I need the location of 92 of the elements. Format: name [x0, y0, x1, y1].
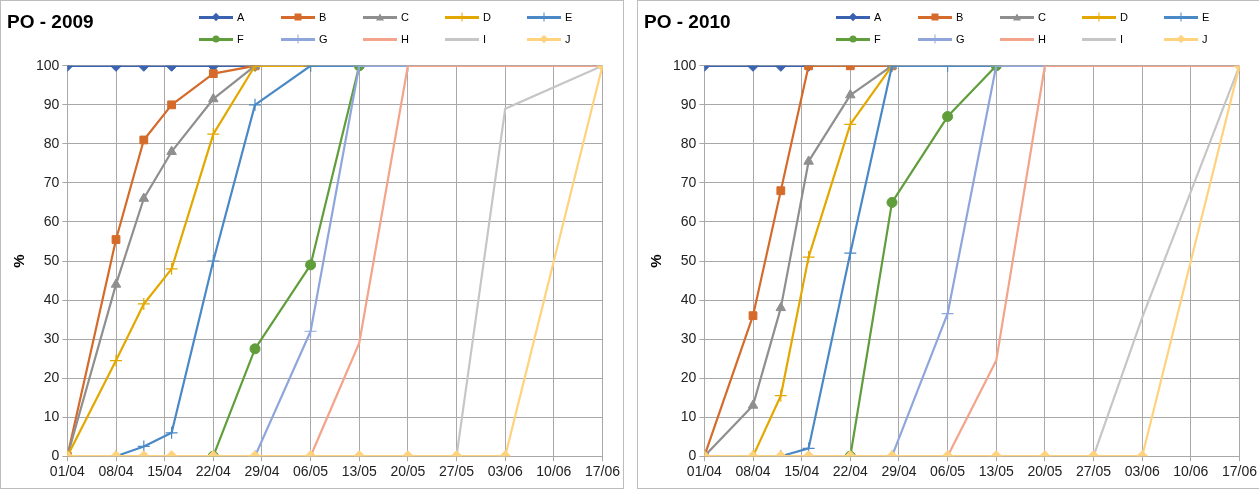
- y-tick-label: 80: [680, 134, 697, 151]
- point: [110, 278, 122, 288]
- legend-label: I: [1120, 33, 1124, 45]
- point: [776, 186, 786, 196]
- point: [747, 399, 759, 409]
- point: [886, 196, 898, 208]
- legend-label: A: [874, 11, 882, 23]
- point: [206, 254, 220, 268]
- x-tick-label: 03/06: [487, 463, 523, 480]
- y-tick-label: 90: [43, 95, 60, 112]
- point: [165, 262, 179, 276]
- x-tick-label: 10/06: [1173, 463, 1209, 480]
- point: [109, 353, 123, 368]
- legend-label: J: [1202, 33, 1208, 45]
- x-tick-label: 08/04: [735, 463, 771, 480]
- point: [802, 250, 816, 264]
- legend-label: F: [874, 33, 881, 45]
- x-tick-label: 13/05: [978, 463, 1014, 480]
- x-tick-label: 15/04: [784, 463, 820, 480]
- y-tick-label: 20: [680, 368, 697, 385]
- y-tick-label: 100: [36, 56, 60, 73]
- legend-label: D: [1120, 11, 1128, 23]
- y-tick-label: 0: [51, 447, 60, 464]
- point: [249, 343, 261, 355]
- y-tick-label: 0: [688, 447, 697, 464]
- y-tick-label: 90: [680, 95, 697, 112]
- x-tick-label: 20/05: [1027, 463, 1063, 480]
- y-tick-label: 20: [43, 368, 60, 385]
- legend-label: B: [956, 11, 964, 23]
- x-tick-label: 06/05: [293, 463, 329, 480]
- x-tick-label: 08/04: [98, 463, 134, 480]
- y-tick-label: 40: [43, 290, 60, 307]
- point: [167, 100, 176, 110]
- legend-label: B: [319, 11, 327, 23]
- y-tick-label: 80: [43, 134, 60, 151]
- point: [206, 127, 220, 141]
- legend-label: E: [565, 11, 573, 23]
- x-tick-label: 20/05: [390, 463, 426, 480]
- legend-label: E: [1202, 11, 1210, 23]
- point: [843, 246, 857, 260]
- y-axis-title: %: [10, 254, 28, 268]
- y-tick-label: 40: [680, 290, 697, 307]
- chart-title: PO - 2010: [644, 10, 731, 32]
- y-tick-label: 100: [673, 56, 697, 73]
- legend-label: G: [956, 33, 965, 45]
- point: [111, 235, 121, 244]
- y-tick-label: 30: [680, 329, 697, 346]
- x-tick-label: 17/06: [584, 463, 621, 480]
- legend-label: C: [401, 11, 409, 23]
- x-tick-label: 29/04: [244, 463, 280, 480]
- y-tick-label: 30: [43, 329, 60, 346]
- x-tick-label: 03/06: [1124, 463, 1160, 480]
- x-tick-label: 01/04: [49, 463, 86, 480]
- point: [139, 135, 149, 145]
- legend-label: D: [483, 11, 491, 23]
- point: [775, 301, 787, 312]
- chart-title: PO - 2009: [7, 10, 94, 32]
- point: [748, 311, 758, 321]
- x-tick-label: 06/05: [930, 463, 966, 480]
- legend-label: F: [237, 33, 244, 45]
- y-tick-label: 70: [43, 173, 60, 190]
- y-tick-label: 10: [43, 408, 60, 425]
- legend-label: C: [1038, 11, 1046, 23]
- legend-label: A: [237, 11, 245, 23]
- y-tick-label: 10: [680, 408, 697, 425]
- y-tick-label: 50: [43, 251, 60, 268]
- x-tick-label: 22/04: [832, 463, 869, 480]
- x-tick-label: 01/04: [686, 463, 723, 480]
- legend-label: H: [401, 33, 409, 45]
- point: [248, 98, 262, 112]
- y-tick-label: 60: [680, 212, 697, 229]
- x-tick-label: 13/05: [341, 463, 377, 480]
- y-axis-title: %: [647, 254, 665, 268]
- y-tick-label: 60: [43, 212, 60, 229]
- point: [137, 297, 151, 311]
- legend-label: G: [319, 33, 328, 45]
- point: [305, 259, 317, 271]
- y-tick-label: 50: [680, 251, 697, 268]
- y-tick-label: 70: [680, 173, 697, 190]
- x-tick-label: 29/04: [881, 463, 917, 480]
- x-tick-label: 17/06: [1221, 463, 1258, 480]
- legend-label: J: [565, 33, 571, 45]
- x-tick-label: 22/04: [195, 463, 232, 480]
- legend-label: H: [1038, 33, 1046, 45]
- point: [941, 307, 955, 321]
- x-tick-label: 27/05: [1076, 463, 1112, 480]
- x-tick-label: 27/05: [439, 463, 475, 480]
- point: [304, 324, 318, 338]
- x-tick-label: 10/06: [536, 463, 572, 480]
- legend-label: I: [483, 33, 487, 45]
- point: [942, 111, 954, 123]
- x-tick-label: 15/04: [147, 463, 183, 480]
